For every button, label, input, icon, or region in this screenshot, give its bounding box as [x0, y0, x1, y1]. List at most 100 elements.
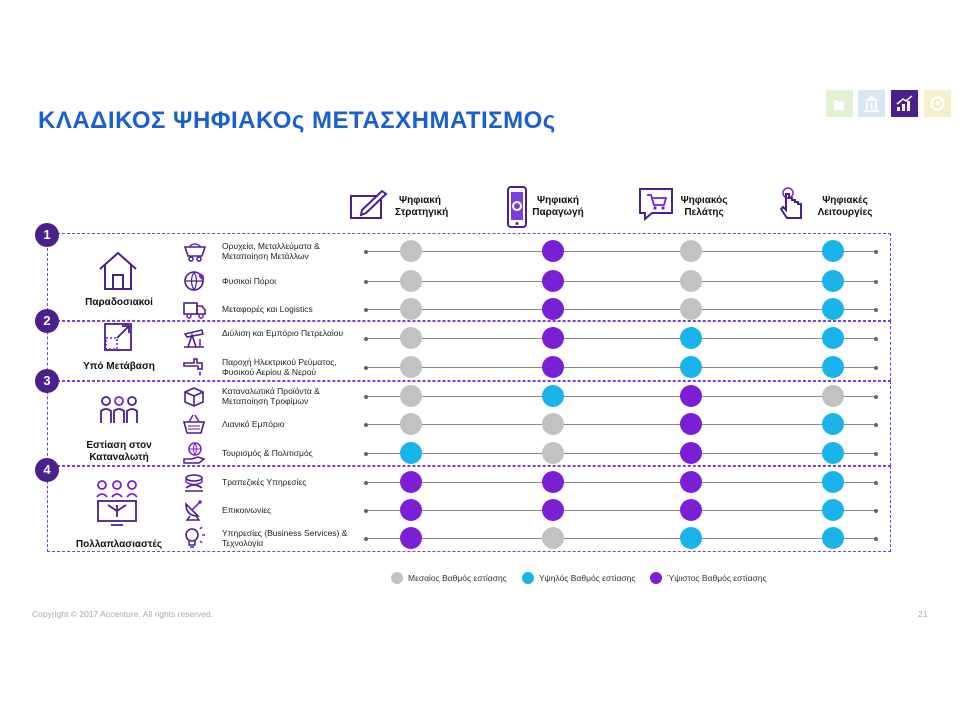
focus-level-dot-high [822, 499, 844, 521]
legend-label-highest: Ύψιστος Βαθμός εστίασης [667, 573, 767, 583]
group-label-traditional: Παραδοσιακοί [85, 297, 153, 308]
focus-level-dot-high [822, 270, 844, 292]
focus-level-dot-high [680, 327, 702, 349]
focus-level-dot-medium [680, 240, 702, 262]
focus-level-dot-highest [542, 270, 564, 292]
line-endpoint [364, 394, 368, 399]
group-box-multipliers [47, 466, 891, 552]
focus-level-dot-medium [822, 385, 844, 407]
focus-level-dot-highest [680, 385, 702, 407]
row-label: Λιανικό Εμπόριο [222, 419, 285, 429]
focus-level-dot-medium [542, 527, 564, 549]
focus-level-dot-highest [400, 499, 422, 521]
focus-level-dot-highest [542, 471, 564, 493]
column-header-customer: Ψηφιακός Πελάτης [680, 195, 728, 218]
line-endpoint [874, 279, 878, 284]
focus-level-dot-medium [542, 413, 564, 435]
bank-coins-icon [182, 470, 208, 494]
focus-level-dot-high [822, 442, 844, 464]
line-endpoint [364, 365, 368, 370]
line-endpoint [874, 365, 878, 370]
focus-level-dot-high [822, 413, 844, 435]
focus-level-dot-medium [400, 413, 422, 435]
line-endpoint [364, 536, 368, 541]
line-endpoint [874, 451, 878, 456]
hand-globe-icon [182, 441, 208, 465]
row-label: Μεταφορές και Logistics [222, 304, 313, 314]
lightbulb-icon [182, 526, 208, 550]
line-endpoint [364, 279, 368, 284]
legend-label-high: Υψηλός Βαθμός εστίασης [539, 573, 636, 583]
focus-level-dot-medium [680, 298, 702, 320]
oil-pump-icon [182, 326, 208, 350]
focus-level-dot-high [822, 240, 844, 262]
pen-on-paper-icon [348, 188, 388, 220]
row-line [366, 510, 876, 511]
focus-level-dot-highest [542, 356, 564, 378]
smartphone-gears-icon [506, 186, 528, 228]
focus-level-dot-highest [400, 527, 422, 549]
row-line [366, 424, 876, 425]
row-label: Υπηρεσίες (Business Services) & Τεχνολογ… [222, 528, 348, 548]
line-endpoint [364, 336, 368, 341]
focus-level-dot-medium [400, 240, 422, 262]
satellite-dish-icon [182, 498, 208, 522]
row-line [366, 396, 876, 397]
line-endpoint [874, 480, 878, 485]
row-label: Καταναλωτικά Προϊόντα & Μεταποίηση Τροφί… [222, 386, 320, 406]
column-header-operations: Ψηφιακές Λειτουργίες [817, 195, 873, 218]
focus-level-dot-medium [542, 442, 564, 464]
focus-level-dot-highest [542, 327, 564, 349]
row-line [366, 338, 876, 339]
line-endpoint [364, 249, 368, 254]
group-box-traditional [47, 233, 891, 321]
group-label-consumer: Εστίαση στον Καταναλωτή [86, 440, 152, 463]
basket-icon [182, 412, 208, 436]
industry-tile-icon [826, 90, 853, 117]
touch-hand-icon [780, 186, 808, 222]
transition-arrow-icon [103, 322, 133, 352]
group-number-badge: 2 [35, 309, 59, 333]
group-label-multipliers: Πολλαπλασιαστές [75, 539, 163, 550]
focus-level-dot-highest [400, 471, 422, 493]
column-header-production: Ψηφιακή Παραγωγή [532, 195, 584, 218]
row-label: Επικοινωνίες [222, 505, 272, 515]
row-line [366, 281, 876, 282]
faucet-icon [182, 355, 208, 379]
line-endpoint [874, 508, 878, 513]
focus-level-dot-highest [680, 471, 702, 493]
group-label-transition: Υπό Μετάβαση [83, 361, 155, 372]
column-header-strategy: Ψηφιακή Στρατηγική [395, 195, 449, 218]
line-endpoint [364, 480, 368, 485]
focus-level-dot-highest [542, 298, 564, 320]
row-line [366, 251, 876, 252]
focus-level-dot-medium [400, 298, 422, 320]
focus-level-dot-high [822, 471, 844, 493]
line-endpoint [364, 451, 368, 456]
box-icon [182, 384, 208, 408]
growth-chart-tile-icon [891, 90, 918, 117]
legend-dot-high [522, 572, 534, 584]
page-title: ΚΛΑΔΙΚΟΣ ΨΗΦΙΑΚΟς ΜΕΤΑΣΧΗΜΑΤΙΣΜΟς [38, 107, 556, 134]
focus-level-dot-medium [400, 270, 422, 292]
focus-level-dot-highest [680, 442, 702, 464]
focus-level-dot-highest [680, 499, 702, 521]
mine-cart-icon [182, 239, 208, 263]
line-endpoint [874, 249, 878, 254]
focus-level-dot-high [680, 356, 702, 378]
page-number: 21 [918, 609, 928, 619]
line-endpoint [874, 336, 878, 341]
row-line [366, 538, 876, 539]
focus-level-dot-high [680, 527, 702, 549]
legend-dot-medium [391, 572, 403, 584]
focus-level-dot-high [822, 527, 844, 549]
line-endpoint [874, 422, 878, 427]
line-endpoint [364, 508, 368, 513]
copyright-text: Copyright © 2017 Accenture. All rights r… [32, 609, 214, 619]
focus-level-dot-highest [680, 413, 702, 435]
shopping-cart-chat-icon [638, 187, 674, 221]
focus-level-dot-highest [542, 240, 564, 262]
globe-leaf-icon [182, 269, 208, 293]
focus-level-dot-medium [400, 356, 422, 378]
row-label: Παροχή Ηλεκτρικού Ρεύματος, Φυσικού Αερί… [222, 357, 337, 377]
